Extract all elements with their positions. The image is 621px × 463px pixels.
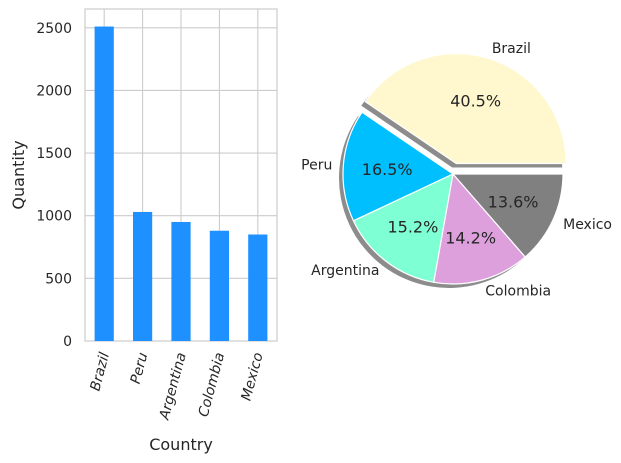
bar-brazil: [94, 26, 114, 342]
y-tick-label: 0: [63, 334, 72, 350]
pie-labels: Brazil 40.5% Peru 16.5% Argentina 15.2% Colomb…: [301, 41, 612, 300]
bar-colombia: [209, 230, 229, 341]
y-tick-label: 2000: [36, 83, 72, 99]
bar-argentina: [171, 221, 191, 341]
pie-percent-peru: 16.5%: [362, 160, 413, 179]
pie-percent-mexico: 13.6%: [488, 192, 539, 211]
x-tick-label-mexico: Mexico: [238, 351, 266, 403]
x-tick-label-peru: Peru: [128, 351, 152, 386]
pie-label-colombia: Colombia: [485, 284, 551, 300]
pie-percent-colombia: 14.2%: [445, 229, 496, 248]
pie-slice-mexico: [452, 173, 564, 258]
y-axis-label: Quantity: [9, 140, 28, 209]
bar-chart: 0 500 1000 1500 2000 2500 Brazil Peru Argentina…: [9, 8, 278, 454]
pie-slice-brazil: [364, 52, 567, 165]
y-tick-label: 1500: [36, 146, 72, 162]
y-tick-label: 2500: [36, 21, 72, 37]
y-tick-label: 500: [45, 271, 72, 287]
pie-slice-peru: [342, 111, 454, 222]
bar-mexico: [248, 234, 268, 341]
x-tick-label-colombia: Colombia: [196, 351, 228, 419]
bar-series: [94, 26, 268, 342]
pie-slices: [342, 52, 567, 285]
pie-chart: Brazil 40.5% Peru 16.5% Argentina 15.2% Colomb…: [301, 41, 612, 300]
pie-label-argentina: Argentina: [311, 263, 379, 279]
x-tick-label-argentina: Argentina: [156, 351, 189, 422]
y-tick-label: 1000: [36, 209, 72, 225]
pie-label-brazil: Brazil: [492, 41, 531, 57]
pie-label-peru: Peru: [301, 158, 332, 174]
bar-peru: [133, 211, 153, 341]
x-tick-labels: Brazil Peru Argentina Colombia Mexico: [87, 351, 266, 422]
pie-slice-argentina: [352, 173, 454, 283]
pie-percent-brazil: 40.5%: [450, 91, 501, 110]
pie-percent-argentina: 15.2%: [387, 217, 438, 236]
x-tick-label-brazil: Brazil: [87, 351, 113, 393]
pie-slice-colombia: [433, 173, 526, 285]
pie-label-mexico: Mexico: [563, 217, 612, 233]
y-tick-labels: 0 500 1000 1500 2000 2500: [36, 21, 72, 350]
x-axis-label: Country: [149, 435, 213, 454]
